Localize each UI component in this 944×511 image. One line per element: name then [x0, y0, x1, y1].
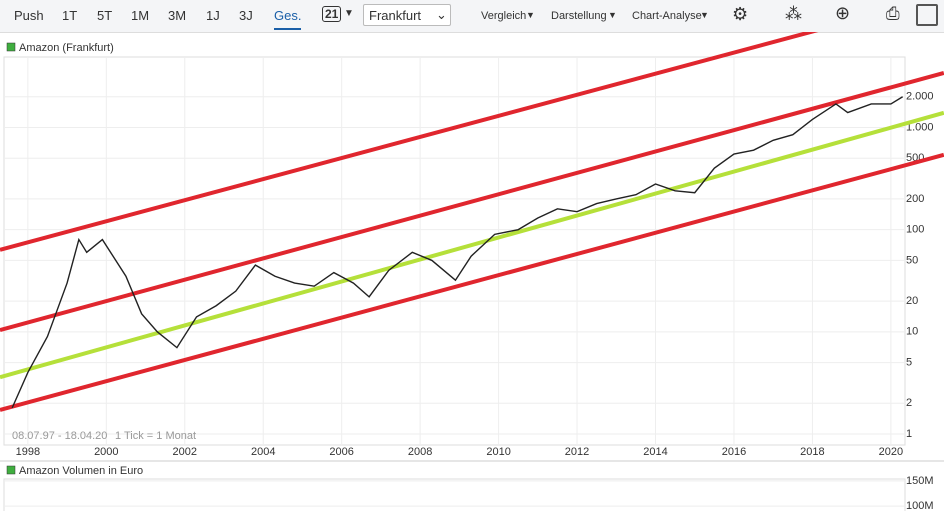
exchange-label: Frankfurt: [369, 8, 422, 23]
menu[interactable]: Darstellung: [551, 10, 607, 22]
tick-info: 1 Tick = 1 Monat: [115, 430, 196, 442]
legend-label: Amazon (Frankfurt): [19, 42, 114, 54]
toolbar: Push 1T 5T 1M 3M 1J 3J Ges. 21 ▼ Frankfurt ⌄ Ver…: [0, 0, 944, 33]
trend-line: [0, 110, 944, 380]
print-icon[interactable]: ⎙: [886, 4, 900, 23]
period-button[interactable]: 1T: [62, 8, 78, 23]
y-tick-label: 1.000: [906, 121, 934, 133]
settings-icon[interactable]: ⚙: [732, 4, 749, 24]
y-tick-label: 2: [906, 397, 912, 409]
trend-line: [0, 152, 944, 412]
y-tick-label: 100M: [906, 500, 934, 511]
legend-swatch: [6, 465, 16, 475]
date-range: 08.07.97 - 18.04.20: [12, 430, 107, 442]
y-tick-label: 150M: [906, 475, 934, 487]
x-tick-label: 2008: [408, 446, 432, 458]
x-tick-label: 2016: [722, 446, 746, 458]
dropdown-arrow: ▼: [608, 10, 617, 20]
dropdown-arrow: ▼: [344, 8, 354, 19]
price-line: [11, 96, 904, 409]
select-arrow: ⌄: [436, 7, 447, 22]
trend-line: [0, 71, 944, 333]
x-tick-label: 2000: [94, 446, 118, 458]
x-tick-label: 1998: [16, 446, 40, 458]
y-tick-label: 20: [906, 295, 918, 307]
zoom-icon[interactable]: ⊕: [835, 3, 851, 23]
x-tick-label: 2018: [800, 446, 824, 458]
x-tick-label: 2004: [251, 446, 275, 458]
calendar-button[interactable]: 21: [322, 6, 342, 22]
y-tick-label: 100: [906, 224, 924, 236]
x-tick-label: 2010: [486, 446, 510, 458]
y-tick-label: 200: [906, 193, 924, 205]
x-tick-label: 2014: [643, 446, 667, 458]
dropdown-arrow: ▼: [526, 10, 535, 20]
volume-title: Amazon Volumen in Euro: [19, 465, 143, 477]
y-tick-label: 2.000: [906, 91, 934, 103]
x-tick-label: 2020: [879, 446, 903, 458]
menu[interactable]: Vergleich: [481, 10, 527, 22]
dropdown-arrow: ▼: [700, 10, 709, 20]
period-button[interactable]: Push: [14, 8, 44, 23]
exchange-select[interactable]: Frankfurt ⌄: [363, 4, 451, 26]
window-icon[interactable]: [916, 4, 938, 26]
period-button[interactable]: 3J: [239, 8, 253, 23]
menu[interactable]: Chart-Analyse: [632, 10, 702, 22]
period-button[interactable]: 3M: [168, 8, 187, 23]
share-icon[interactable]: ⁂: [785, 4, 802, 23]
period-button[interactable]: Ges.: [274, 8, 302, 30]
x-tick-label: 2012: [565, 446, 589, 458]
period-button[interactable]: 5T: [97, 8, 113, 23]
period-button[interactable]: 1J: [206, 8, 220, 23]
legend-swatch: [6, 42, 16, 52]
y-tick-label: 1: [906, 428, 912, 440]
trend-line: [0, 32, 819, 252]
x-tick-label: 2002: [173, 446, 197, 458]
period-button[interactable]: 1M: [131, 8, 150, 23]
y-tick-label: 10: [906, 326, 918, 338]
y-tick-label: 5: [906, 356, 912, 368]
y-tick-label: 50: [906, 254, 918, 266]
x-tick-label: 2006: [329, 446, 353, 458]
